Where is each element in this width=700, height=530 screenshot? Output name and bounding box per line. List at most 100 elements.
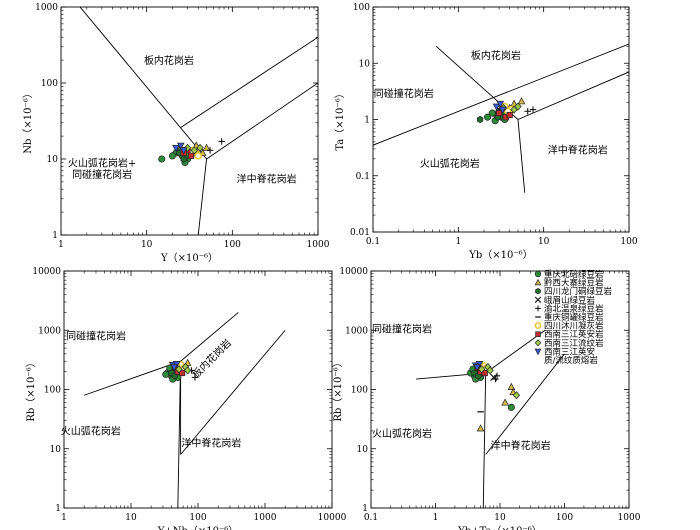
- legend-label: 黔西大寨绿豆岩: [544, 278, 604, 289]
- data-point-southwest_liuwen: [190, 146, 198, 155]
- data-point-chongqing_north: [488, 109, 496, 117]
- y-tick-label: 100: [44, 386, 61, 396]
- data-points: [477, 97, 537, 125]
- y-tick-label: 10: [50, 445, 62, 455]
- data-point-sichuan_longmen: [477, 115, 484, 124]
- field-label: 同碰撞花岗岩: [372, 323, 432, 336]
- field-label: 洋中脊花岗岩: [237, 173, 297, 186]
- legend-marker-southwest_ying: [535, 331, 541, 337]
- data-point-chongqing_north: [484, 113, 492, 121]
- field-label: 同碰撞花岗岩: [72, 168, 132, 181]
- y-tick-label: 100: [353, 3, 370, 13]
- data-point-sichuan_muchuan: [194, 152, 202, 160]
- field-boundary-line: [177, 361, 182, 508]
- x-tick-label: 1: [61, 513, 67, 523]
- data-point-southwest_ying_liuwen: [496, 100, 505, 109]
- field-boundary-line: [485, 329, 546, 374]
- y-tick-label: 10: [357, 445, 369, 455]
- data-point-southwest_ying: [495, 110, 503, 117]
- x-tick-label: 10: [494, 513, 506, 523]
- field-label: 洋中脊花岗岩: [548, 143, 608, 156]
- data-point-southwest_ying_liuwen: [492, 103, 501, 111]
- data-point-southwest_ying_liuwen: [172, 144, 180, 153]
- x-tick-label: 1000: [307, 240, 330, 250]
- x-axis-label: Yb（×10⁻⁶）: [468, 249, 532, 261]
- legend-marker-yubei_wenquan: [535, 305, 541, 312]
- data-point-yubei_wenquan: [206, 147, 214, 154]
- data-point-southwest_ying_liuwen: [179, 147, 188, 155]
- y-tick-label: 100: [351, 386, 368, 396]
- data-point-yubei_wenquan: [191, 374, 199, 381]
- field-boundary-line: [482, 372, 487, 508]
- data-point-southwest_ying: [481, 369, 488, 377]
- data-point-southwest_ying_liuwen: [176, 142, 185, 150]
- x-tick-label: 0.1: [366, 237, 380, 247]
- data-point-southwest_ying: [188, 152, 195, 159]
- legend-marker-qianxi_dazhai: [534, 278, 542, 286]
- legend-marker-chongqing_north: [534, 270, 542, 278]
- data-point-chongqing_north: [162, 370, 170, 378]
- data-points: [158, 138, 225, 167]
- field-boundary-line: [517, 71, 629, 120]
- data-point-southwest_ying_liuwen: [170, 364, 178, 372]
- data-point-southwest_liuwen: [183, 366, 192, 375]
- field-label: 同碰撞花岗岩: [374, 87, 434, 100]
- field-label: 板内花岗岩: [471, 49, 521, 62]
- x-axis-label: Y+Nb（×10⁻⁶）: [157, 525, 239, 530]
- panel-rb-ybta: 0.11101001000110100100010000Yb+Ta（×10⁻⁶）…: [332, 267, 641, 530]
- y-axis-label: Rb（×10⁻⁶）: [332, 357, 344, 421]
- y-tick-label: 1: [52, 231, 58, 241]
- field-label: 板内花岗岩: [189, 336, 234, 381]
- data-point-qianxi_dazhai: [501, 398, 509, 406]
- y-tick-label: 1: [364, 116, 370, 126]
- legend-marker-southwest_ying_liuwen: [534, 348, 542, 356]
- field-label: 火山弧花岗岩: [420, 157, 480, 170]
- panel-ta-yb: 0.1 1 10 1000.010.1110100Yb（×10⁻⁶）Ta（×10⁻⁶）…: [334, 3, 638, 261]
- field-boundary-line: [84, 360, 181, 396]
- field-boundary-line: [206, 82, 318, 160]
- field-label: 火山弧花岗岩: [61, 425, 121, 438]
- field-boundary-line: [79, 7, 207, 160]
- field-boundary-line: [517, 119, 526, 193]
- legend-marker-sichuan_longmen: [535, 287, 541, 295]
- legend-label: 重庆铜罐绿豆岩: [544, 312, 604, 323]
- data-points: [162, 358, 199, 383]
- data-point-chongqing_north: [507, 403, 515, 411]
- x-tick-label: 0.1: [364, 513, 378, 523]
- y-tick-label: 10: [47, 155, 59, 165]
- data-point-qianxi_dazhai: [517, 97, 526, 105]
- field-label: 洋中脊花岗岩: [491, 439, 551, 452]
- field-label: 火山弧花岗岩+: [68, 157, 136, 170]
- x-tick-label: 1000: [618, 513, 641, 523]
- data-point-qianxi_dazhai: [476, 424, 485, 432]
- legend-marker-emei: [534, 296, 542, 304]
- x-tick-label: 100: [556, 513, 573, 523]
- field-boundaries: [373, 43, 629, 193]
- y-tick-label: 100: [41, 79, 58, 89]
- x-tick-label: 10: [141, 240, 153, 250]
- field-boundary-line: [180, 36, 318, 128]
- field-boundary-line: [197, 158, 207, 235]
- x-tick-label: 1: [58, 240, 64, 250]
- y-tick-label: 0.01: [350, 228, 370, 238]
- legend-label: 西南三江英安岩: [544, 329, 604, 340]
- field-boundary-line: [435, 45, 500, 103]
- data-points: [467, 361, 521, 432]
- legend: 重庆北碚绿豆岩黔西大寨绿豆岩四川龙门硐绿豆岩峨眉山绿豆岩渝北温泉绿豆岩重庆铜罐绿…: [534, 269, 613, 366]
- data-point-yubei_wenquan: [218, 138, 225, 145]
- x-tick-label: 1000: [254, 513, 277, 523]
- field-label: 同碰撞花岗岩: [66, 330, 126, 343]
- data-point-chongqing_north: [158, 155, 166, 163]
- x-axis-label: Y（×10⁻⁶）: [160, 252, 218, 264]
- legend-label: 峨眉山绿豆岩: [544, 295, 596, 306]
- data-point-yubei_wenquan: [493, 372, 501, 380]
- y-tick-label: 10000: [339, 267, 368, 277]
- x-tick-label: 10000: [318, 513, 347, 523]
- field-label: 洋中脊花岗岩: [181, 436, 241, 449]
- y-tick-label: 1000: [35, 3, 58, 13]
- legend-marker-sichuan_muchuan: [534, 322, 542, 329]
- data-point-chongqing_north: [168, 152, 177, 160]
- y-tick-label: 1: [362, 504, 368, 514]
- panel-nb-y: 1 10 100 1000 1 10 100 1000 Y（×10⁻⁶） Nb（×10⁻⁶） 板内花…: [22, 3, 330, 264]
